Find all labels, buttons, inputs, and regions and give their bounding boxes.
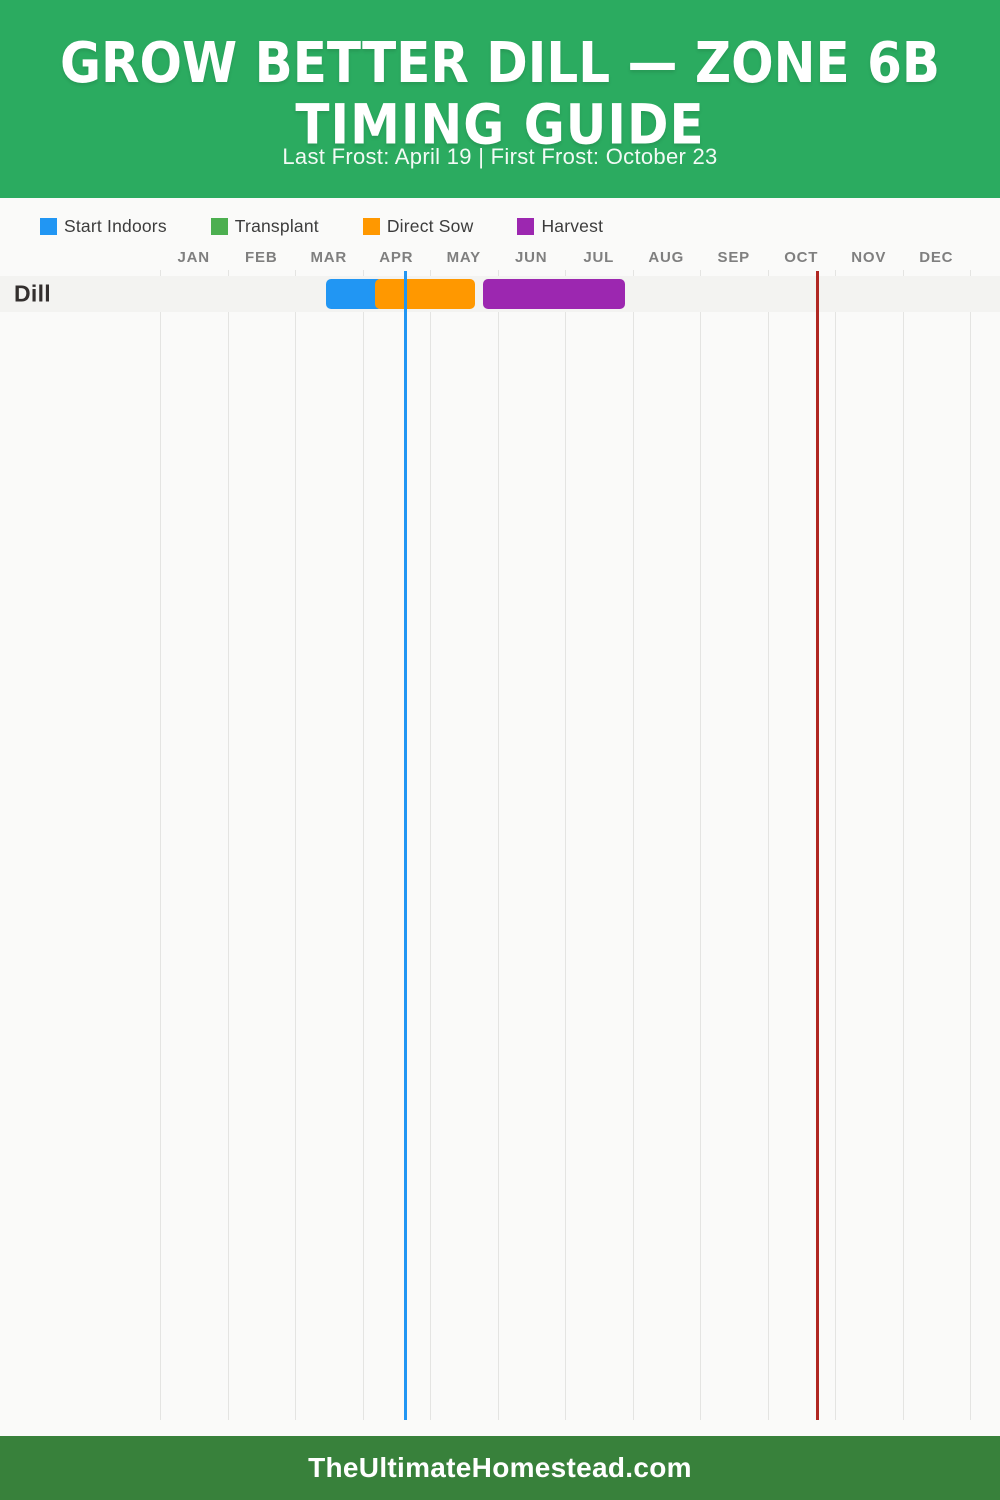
month-gridline	[362, 270, 364, 1420]
footer-banner: TheUltimateHomestead.com	[0, 1436, 1000, 1500]
month-gridline	[227, 270, 229, 1420]
month-label-nov: NOV	[851, 249, 887, 266]
month-label-feb: FEB	[245, 249, 278, 266]
transplant-swatch-icon	[210, 217, 228, 235]
website-url: TheUltimateHomestead.com	[308, 1452, 692, 1483]
harvest-swatch-icon	[517, 217, 535, 235]
legend-item-start-indoors: Start Indoors	[40, 216, 167, 237]
direct-sow-swatch-icon	[362, 217, 380, 235]
legend-label-direct-sow: Direct Sow	[386, 215, 474, 236]
legend-item-transplant: Transplant	[210, 215, 319, 237]
month-gridline	[565, 270, 566, 1420]
page-title-line1: GROW BETTER DILL — ZONE 6B	[59, 30, 940, 96]
last-frost-line	[403, 271, 407, 1420]
month-gridline	[497, 270, 499, 1420]
month-label-oct: OCT	[784, 249, 819, 266]
legend-label-transplant: Transplant	[234, 215, 319, 236]
month-gridline	[430, 270, 431, 1420]
month-label-mar: MAR	[310, 249, 348, 266]
first-frost-line	[816, 271, 820, 1420]
header-banner: GROW BETTER DILL — ZONE 6B TIMING GUIDE …	[0, 0, 1000, 198]
month-gridline	[835, 270, 836, 1420]
month-gridline	[700, 270, 701, 1420]
legend-item-direct-sow: Direct Sow	[362, 215, 474, 237]
legend-label-harvest: Harvest	[541, 215, 604, 236]
frost-dates-subtitle: Last Frost: April 19 | First Frost: Octo…	[282, 144, 718, 169]
month-label-jun: JUN	[515, 249, 548, 266]
month-gridline	[970, 270, 971, 1420]
month-label-jul: JUL	[583, 249, 615, 266]
month-gridline	[632, 270, 634, 1420]
legend: Start Indoors Transplant Direct Sow Harvest	[40, 214, 603, 238]
start-indoors-bar	[326, 279, 384, 309]
legend-item-harvest: Harvest	[517, 216, 603, 237]
month-label-sep: SEP	[717, 249, 750, 266]
harvest-bar	[483, 279, 626, 309]
start-indoors-swatch-icon	[40, 217, 57, 235]
month-label-dec: DEC	[919, 249, 954, 266]
month-gridline	[160, 270, 161, 1420]
month-gridline	[902, 270, 904, 1420]
legend-label-start-indoors: Start Indoors	[64, 215, 167, 236]
month-gridline	[767, 270, 769, 1420]
month-label-aug: AUG	[648, 249, 685, 266]
row-label-dill: Dill	[14, 280, 51, 307]
month-label-may: MAY	[446, 249, 481, 266]
page-title-line2: TIMING GUIDE	[295, 93, 705, 157]
direct-sow-bar	[375, 279, 476, 309]
month-gridline	[295, 270, 296, 1420]
month-label-apr: APR	[379, 249, 414, 266]
month-label-jan: JAN	[177, 249, 210, 266]
